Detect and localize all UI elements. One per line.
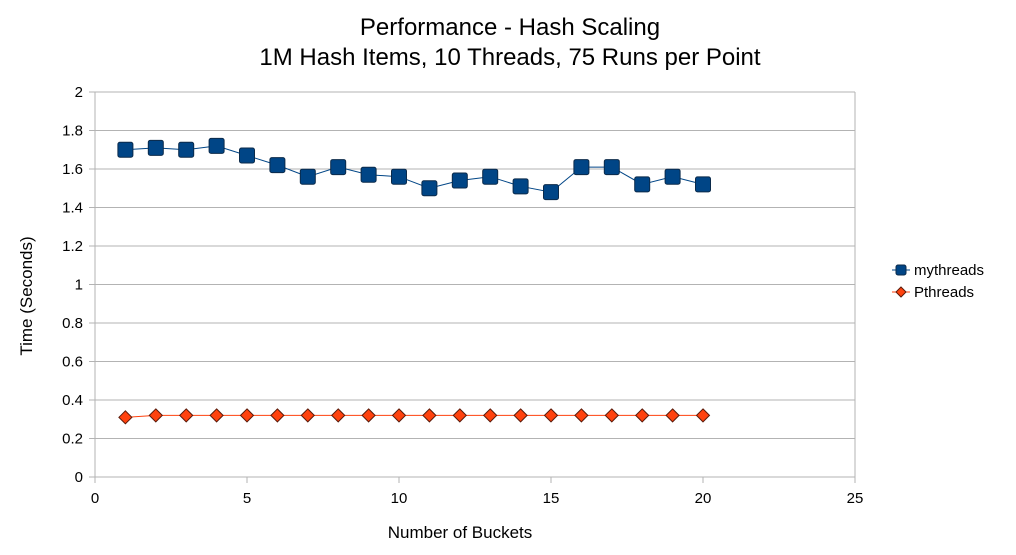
data-point-mythreads <box>239 147 255 164</box>
data-point-mythreads <box>695 176 711 193</box>
x-tick-label: 15 <box>543 490 560 507</box>
data-point-pthreads <box>604 408 620 423</box>
data-point-mythreads <box>178 141 195 158</box>
data-point-pthreads <box>634 408 650 423</box>
legend-label-pthreads: Pthreads <box>914 284 974 301</box>
chart-title: Performance - Hash Scaling <box>360 14 660 41</box>
data-point-mythreads <box>208 137 225 154</box>
data-point-pthreads <box>239 408 255 423</box>
data-point-pthreads <box>178 408 194 423</box>
y-tick-label: 2 <box>75 84 83 101</box>
data-point-pthreads <box>209 408 224 423</box>
data-point-mythreads <box>330 159 347 176</box>
data-point-pthreads <box>695 408 711 423</box>
data-point-mythreads <box>603 159 620 176</box>
data-point-mythreads <box>543 184 559 201</box>
data-point-mythreads <box>391 168 407 185</box>
x-tick-label: 20 <box>695 490 712 507</box>
y-tick-label: 1.8 <box>62 123 83 140</box>
x-tick-label: 10 <box>391 490 408 507</box>
legend: mythreads Pthreads <box>892 262 984 301</box>
data-point-pthreads <box>665 408 680 423</box>
y-tick-label: 1 <box>75 277 83 294</box>
y-tick-label: 0.6 <box>62 354 83 371</box>
data-point-mythreads <box>573 159 590 176</box>
y-tick-label: 1.2 <box>62 238 83 255</box>
data-point-mythreads <box>147 139 164 156</box>
legend-label-mythreads: mythreads <box>914 262 984 279</box>
x-tick-label: 5 <box>243 490 251 507</box>
data-point-mythreads <box>482 168 499 185</box>
x-tick-label: 0 <box>91 490 99 507</box>
data-point-pthreads <box>391 408 407 423</box>
data-point-pthreads <box>361 408 376 423</box>
data-point-mythreads <box>269 157 286 174</box>
data-point-pthreads <box>513 408 528 423</box>
data-point-pthreads <box>452 408 468 423</box>
y-tick-label: 0.4 <box>62 392 83 409</box>
legend-marker-mythreads <box>895 264 907 276</box>
y-axis-title: Time (Seconds) <box>17 236 36 355</box>
data-point-pthreads <box>543 408 559 423</box>
data-point-pthreads <box>422 408 437 423</box>
y-tick-label: 1.6 <box>62 161 83 178</box>
data-point-pthreads <box>270 408 285 423</box>
data-point-mythreads <box>117 141 134 158</box>
data-point-mythreads <box>664 168 681 185</box>
data-point-mythreads <box>634 176 651 193</box>
data-point-pthreads <box>574 408 589 423</box>
y-tick-label: 0.2 <box>62 431 83 448</box>
data-point-mythreads <box>360 166 377 183</box>
data-point-pthreads <box>300 408 316 423</box>
data-point-pthreads <box>330 408 346 423</box>
chart-subtitle: 1M Hash Items, 10 Threads, 75 Runs per P… <box>259 44 760 71</box>
data-point-mythreads <box>512 178 529 195</box>
x-tick-label: 25 <box>847 490 864 507</box>
y-tick-label: 0.8 <box>62 315 83 332</box>
data-point-pthreads <box>148 408 164 423</box>
legend-marker-pthreads <box>895 286 907 298</box>
data-point-pthreads <box>482 408 498 423</box>
data-point-mythreads <box>421 180 438 197</box>
data-point-pthreads <box>118 410 133 425</box>
x-axis-title: Number of Buckets <box>388 523 533 542</box>
y-tick-label: 1.4 <box>62 200 83 217</box>
plot-area: 00.20.40.60.811.21.41.61.820 5 10 15 20 25 <box>62 84 863 507</box>
data-point-mythreads <box>299 168 316 185</box>
y-tick-label: 0 <box>75 469 83 486</box>
data-point-mythreads <box>451 172 468 189</box>
